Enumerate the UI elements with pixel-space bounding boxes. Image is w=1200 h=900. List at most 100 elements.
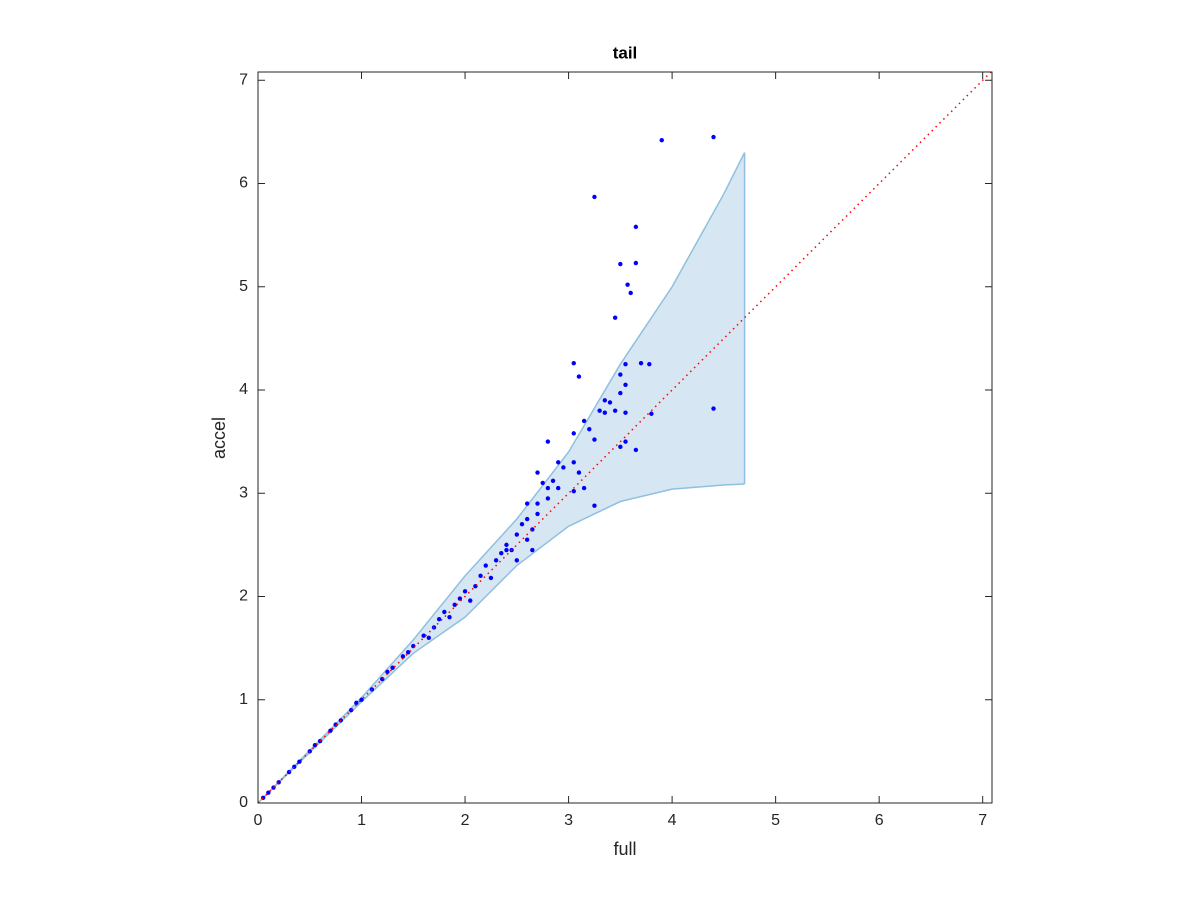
x-tick-label: 2 (461, 812, 470, 829)
point (628, 290, 633, 296)
point (276, 780, 281, 785)
point (571, 488, 576, 494)
point (618, 444, 623, 449)
band-area (258, 152, 745, 803)
point (436, 617, 442, 622)
point (447, 614, 452, 620)
point (478, 573, 483, 579)
point (524, 516, 530, 522)
x-tick-label: 1 (357, 812, 366, 829)
point (442, 609, 447, 615)
point (592, 503, 597, 508)
point (592, 437, 597, 442)
point (581, 485, 587, 491)
point (504, 542, 509, 548)
point (633, 447, 639, 453)
point (535, 501, 540, 506)
chart-title: tail (613, 43, 638, 62)
point (328, 728, 333, 733)
point (514, 558, 520, 563)
point (602, 410, 608, 415)
point (380, 676, 385, 682)
point (623, 439, 628, 444)
band-upper-edge (257, 152, 746, 804)
point (571, 360, 576, 366)
point (576, 374, 582, 379)
point (711, 134, 716, 140)
point (592, 194, 597, 200)
point (647, 361, 652, 367)
point (297, 759, 302, 764)
point (581, 418, 587, 424)
point (545, 496, 551, 501)
point (524, 501, 530, 506)
point (504, 547, 509, 553)
point (618, 372, 623, 377)
point (271, 785, 276, 790)
point (711, 406, 716, 411)
point (493, 558, 499, 563)
y-tick-label: 3 (239, 484, 248, 501)
point (612, 408, 618, 413)
point (602, 398, 608, 403)
point (561, 465, 566, 470)
x-tick-label: 0 (254, 812, 263, 829)
point (607, 400, 613, 405)
point (649, 411, 654, 416)
point (535, 511, 540, 517)
point (612, 315, 618, 320)
x-tick-label: 6 (875, 812, 884, 829)
point (452, 602, 457, 607)
point (556, 460, 561, 465)
x-axis-label: full (613, 839, 636, 859)
point (625, 282, 630, 287)
point (354, 700, 359, 706)
point (421, 633, 426, 638)
y-tick-label: 5 (239, 278, 248, 295)
y-tick-label: 0 (239, 794, 248, 811)
point (623, 410, 628, 415)
point (426, 635, 432, 641)
point (292, 764, 297, 770)
point (519, 522, 525, 527)
y-tick-label: 4 (239, 381, 248, 398)
reference-line (257, 70, 993, 804)
point (405, 650, 411, 655)
point (483, 563, 488, 568)
band-lower-edge (257, 483, 745, 804)
point (514, 532, 520, 537)
point (462, 589, 468, 594)
x-tick-label: 4 (668, 812, 677, 829)
point (545, 485, 551, 491)
point (571, 431, 576, 436)
point (499, 550, 504, 556)
point (260, 795, 266, 801)
point (307, 749, 312, 754)
point (530, 547, 535, 553)
point (535, 470, 540, 475)
x-tick-label: 7 (978, 812, 987, 829)
y-tick-label: 1 (239, 691, 248, 708)
point (587, 427, 592, 432)
point (556, 485, 561, 491)
point (348, 707, 354, 713)
y-tick-label: 7 (239, 71, 248, 88)
point (618, 261, 623, 267)
point (597, 408, 602, 413)
point (540, 480, 545, 486)
y-tick-label: 6 (239, 175, 248, 192)
axes-box (257, 71, 993, 804)
point (545, 439, 551, 444)
point (550, 478, 556, 484)
point (468, 598, 473, 603)
point (400, 654, 406, 659)
point (359, 697, 364, 702)
y-tick-label: 2 (239, 588, 248, 605)
point (638, 360, 644, 366)
point (659, 137, 664, 143)
x-tick-label: 3 (564, 812, 573, 829)
point (618, 390, 623, 396)
point (317, 738, 323, 744)
point (390, 665, 395, 670)
